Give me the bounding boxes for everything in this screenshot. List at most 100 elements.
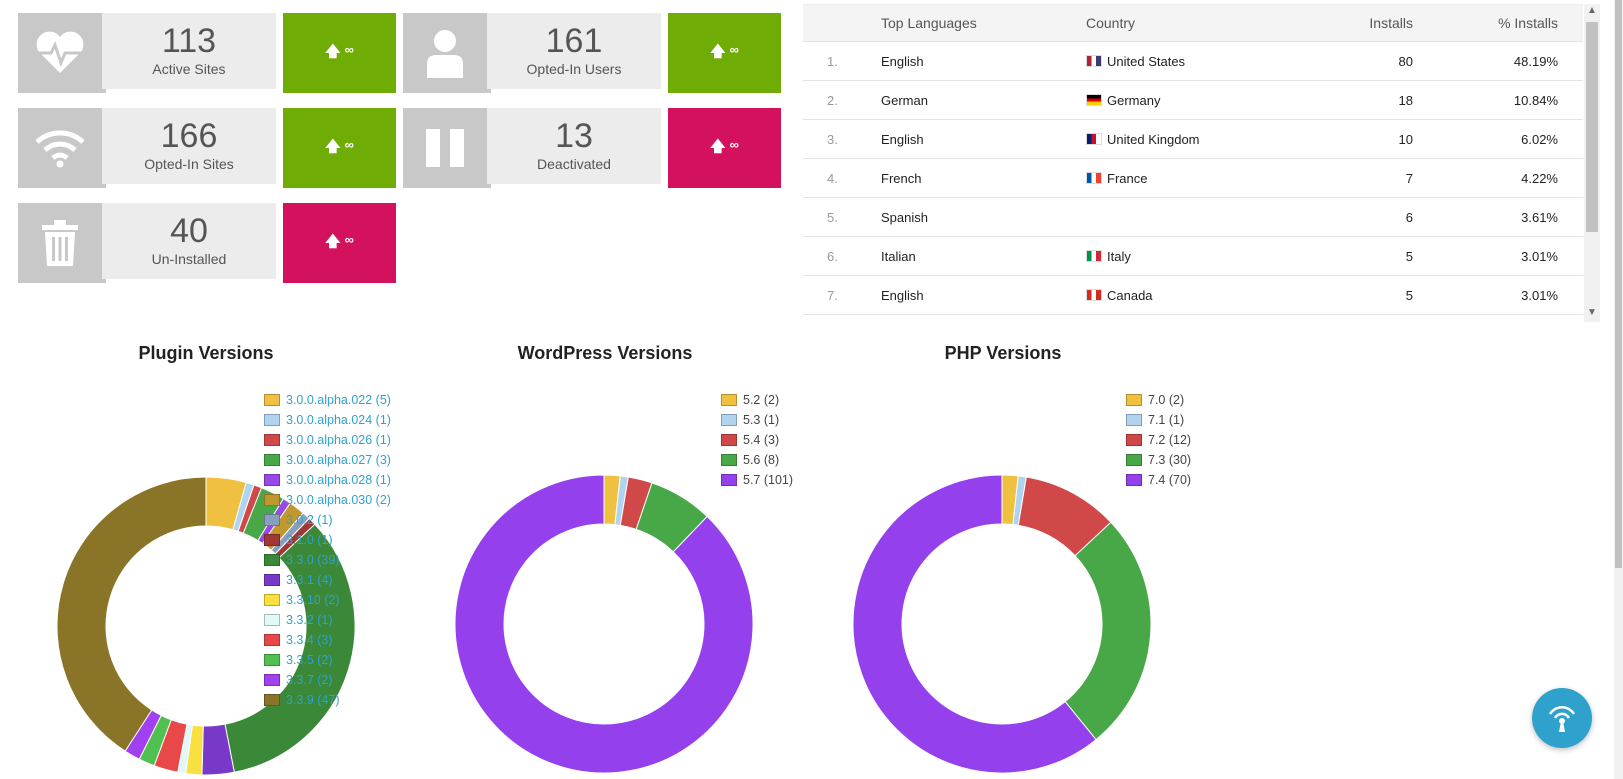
arrow-up-icon: 🡅 xyxy=(710,42,726,60)
donut-slice[interactable] xyxy=(619,476,653,530)
donut-slice[interactable] xyxy=(138,714,172,767)
row-language: English xyxy=(881,287,924,303)
table-row[interactable]: 2. German Germany 18 10.84% xyxy=(803,81,1583,120)
legend-item[interactable]: 7.2 (12) xyxy=(1126,430,1191,450)
donut-slice[interactable] xyxy=(185,724,204,776)
donut-slice[interactable] xyxy=(614,475,629,526)
page-scrollbar[interactable] xyxy=(1614,0,1623,779)
legend-item[interactable]: 5.7 (101) xyxy=(721,470,793,490)
legend-item[interactable]: 3.0.0.alpha.030 (2) xyxy=(264,490,391,510)
legend-item[interactable]: 3.3.5 (2) xyxy=(264,650,391,670)
legend-swatch xyxy=(264,694,280,706)
table-row[interactable]: 6. Italian Italy 5 3.01% xyxy=(803,237,1583,276)
country-name: United Kingdom xyxy=(1107,131,1200,147)
legend-item[interactable]: 3.0.0.alpha.024 (1) xyxy=(264,410,391,430)
scrollbar-thumb[interactable] xyxy=(1586,22,1598,232)
legend-item[interactable]: 3.0.2 (1) xyxy=(264,510,391,530)
scroll-up-icon[interactable]: ▲ xyxy=(1587,5,1597,16)
donut-slice[interactable] xyxy=(1064,521,1152,741)
legend-label: 3.3.7 (2) xyxy=(286,673,333,687)
legend-item[interactable]: 3.0.0.alpha.027 (3) xyxy=(264,450,391,470)
flag-ca-icon xyxy=(1086,289,1102,301)
legend-item[interactable]: 3.3.7 (2) xyxy=(264,670,391,690)
legend-swatch xyxy=(721,414,737,426)
donut-slice[interactable] xyxy=(153,719,188,773)
stat-value: 40 xyxy=(170,212,208,250)
legend-item[interactable]: 3.0.0.alpha.026 (1) xyxy=(264,430,391,450)
row-installs: 80 xyxy=(1398,53,1413,69)
legend-swatch xyxy=(264,474,280,486)
legend-item[interactable]: 3.0.0.alpha.028 (1) xyxy=(264,470,391,490)
table-scrollbar[interactable]: ▲ ▼ xyxy=(1584,4,1600,322)
row-index: 3. xyxy=(827,131,838,147)
legend-item[interactable]: 5.6 (8) xyxy=(721,450,793,470)
donut-slice[interactable] xyxy=(177,723,193,775)
languages-table[interactable]: Top Languages Country Installs % Install… xyxy=(803,4,1583,323)
legend-swatch xyxy=(264,494,280,506)
header-pct-installs[interactable]: % Installs xyxy=(1498,15,1558,31)
legend-swatch xyxy=(264,614,280,626)
row-index: 7. xyxy=(827,287,838,303)
table-row[interactable]: 4. French France 7 4.22% xyxy=(803,159,1583,198)
table-row[interactable]: 1. English United States 80 48.19% xyxy=(803,42,1583,81)
legend-item[interactable]: 7.0 (2) xyxy=(1126,390,1191,410)
legend-label: 3.0.0.alpha.024 (1) xyxy=(286,413,391,427)
trend-badge: 🡅 ∞ xyxy=(283,13,396,93)
legend-swatch xyxy=(1126,414,1142,426)
legend-label: 3.0.0.alpha.027 (3) xyxy=(286,453,391,467)
legend-item[interactable]: 3.3.4 (3) xyxy=(264,630,391,650)
donut-slice[interactable] xyxy=(56,476,207,752)
donut-slice[interactable] xyxy=(237,484,263,534)
legend-item[interactable]: 5.4 (3) xyxy=(721,430,793,450)
donut-slice[interactable] xyxy=(603,474,621,526)
legend-item[interactable]: 5.3 (1) xyxy=(721,410,793,430)
legend-item[interactable]: 3.1.0 (1) xyxy=(264,530,391,550)
legend-item[interactable]: 7.4 (70) xyxy=(1126,470,1191,490)
table-row[interactable]: 8.PolishPoland42.41% xyxy=(803,315,1583,323)
donut-slice[interactable] xyxy=(124,709,162,760)
row-country: Germany xyxy=(1086,81,1316,119)
scroll-down-icon[interactable]: ▼ xyxy=(1587,307,1597,318)
header-top-languages[interactable]: Top Languages xyxy=(881,15,977,31)
legend-item[interactable]: 3.3.1 (4) xyxy=(264,570,391,590)
row-index: 6. xyxy=(827,248,838,264)
broadcast-icon xyxy=(1548,705,1576,732)
legend-item[interactable]: 7.3 (30) xyxy=(1126,450,1191,470)
donut-slice[interactable] xyxy=(205,476,247,531)
legend-swatch xyxy=(721,394,737,406)
table-row[interactable]: 3. English United Kingdom 10 6.02% xyxy=(803,120,1583,159)
trend-badge: 🡅 ∞ xyxy=(283,203,396,283)
legend-label: 3.0.0.alpha.030 (2) xyxy=(286,493,391,507)
donut-slice[interactable] xyxy=(852,474,1097,774)
legend-item[interactable]: 3.3.9 (47) xyxy=(264,690,391,710)
row-language: Spanish xyxy=(881,209,928,225)
legend-item[interactable]: 3.3.2 (1) xyxy=(264,610,391,630)
table-row[interactable]: 5. Spanish 6 3.61% xyxy=(803,198,1583,237)
donut-slice[interactable] xyxy=(1001,474,1019,526)
country-name: France xyxy=(1107,170,1148,186)
legend-item[interactable]: 3.3.10 (2) xyxy=(264,590,391,610)
stat-value: 113 xyxy=(161,22,217,60)
wordpress-versions-legend: 5.2 (2) 5.3 (1) 5.4 (3) 5.6 (8) 5.7 (101) xyxy=(721,390,793,490)
donut-slice[interactable] xyxy=(1012,475,1027,526)
header-country[interactable]: Country xyxy=(1086,15,1136,31)
legend-item[interactable]: 3.0.0.alpha.022 (5) xyxy=(264,390,391,410)
legend-item[interactable]: 7.1 (1) xyxy=(1126,410,1191,430)
page-scrollbar-thumb[interactable] xyxy=(1615,0,1622,568)
table-row[interactable]: 7. English Canada 5 3.01% xyxy=(803,276,1583,315)
legend-item[interactable]: 5.2 (2) xyxy=(721,390,793,410)
legend-swatch xyxy=(264,674,280,686)
row-installs: 5 xyxy=(1405,287,1413,303)
row-language: German xyxy=(881,92,928,108)
header-installs[interactable]: Installs xyxy=(1369,15,1413,31)
legend-label: 5.3 (1) xyxy=(743,413,780,427)
legend-item[interactable]: 3.3.0 (39) xyxy=(264,550,391,570)
donut-slice[interactable] xyxy=(232,481,255,532)
donut-slice[interactable] xyxy=(454,474,754,774)
broadcast-button[interactable] xyxy=(1532,688,1592,748)
legend-swatch xyxy=(1126,474,1142,486)
donut-slice[interactable] xyxy=(1017,476,1112,557)
legend-swatch xyxy=(721,474,737,486)
donut-slice[interactable] xyxy=(635,482,708,553)
donut-slice[interactable] xyxy=(201,723,235,776)
